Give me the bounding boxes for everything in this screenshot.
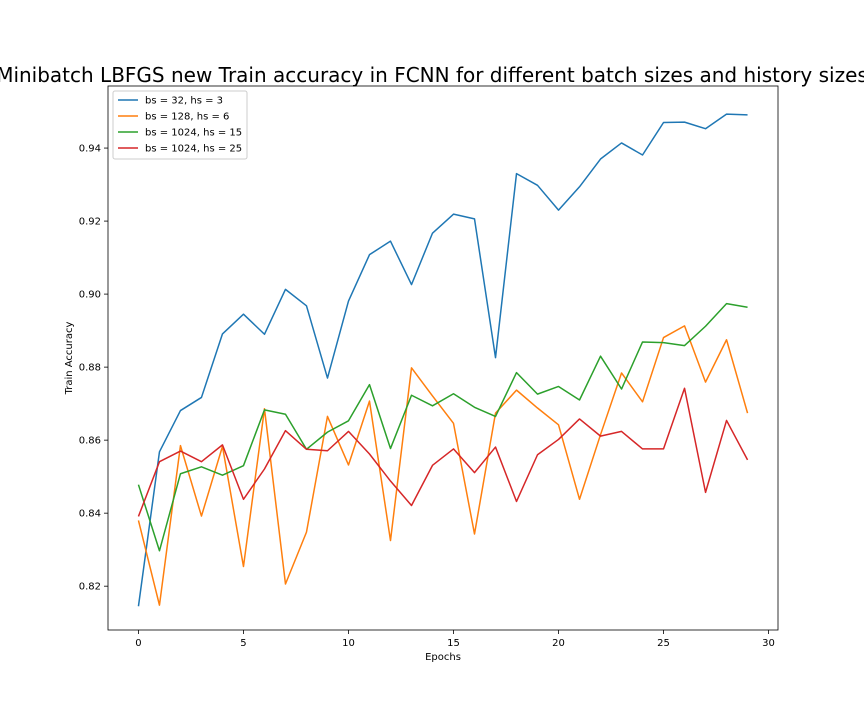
series-line-1: [137, 113, 748, 607]
legend-entry: bs = 1024, hs = 15: [145, 128, 242, 139]
y-axis-label: Train Accuracy: [64, 322, 75, 396]
x-tick-label: 20: [552, 638, 565, 649]
legend-entry: bs = 1024, hs = 25: [145, 144, 242, 155]
legend: bs = 32, hs = 3 bs = 128, hs = 6 bs = 1024…: [112, 90, 248, 160]
series-line-2: [137, 325, 749, 606]
y-tick-label: 0.92: [79, 217, 101, 228]
y-tick-label: 0.88: [79, 363, 101, 374]
x-tick-label: 10: [342, 638, 355, 649]
series-line-3: [137, 302, 748, 552]
series-group: [137, 113, 749, 607]
y-tick-label: 0.84: [79, 509, 101, 520]
x-axis-label: Epochs: [425, 652, 461, 663]
x-tick-label: 0: [135, 638, 141, 649]
plot-frame: [107, 85, 779, 631]
plot-area: [107, 85, 779, 631]
y-tick-label: 0.86: [79, 436, 101, 447]
y-tick-label: 0.82: [79, 582, 101, 593]
y-axis: 0.82 0.84 0.86 0.88 0.90 0.92 0.94: [79, 144, 108, 593]
y-tick-label: 0.90: [79, 290, 101, 301]
y-tick-label: 0.94: [79, 144, 101, 155]
x-tick-label: 30: [762, 638, 775, 649]
legend-entry: bs = 128, hs = 6: [145, 112, 229, 123]
x-tick-label: 25: [657, 638, 670, 649]
x-axis: 0 5 10 15 20 25 30: [135, 630, 775, 649]
x-tick-label: 5: [240, 638, 246, 649]
legend-box: [112, 90, 248, 160]
legend-entry: bs = 32, hs = 3: [145, 96, 223, 107]
x-tick-label: 15: [447, 638, 460, 649]
series-line-4: [137, 387, 749, 517]
chart-title: Minibatch LBFGS new Train accuracy in FC…: [0, 63, 864, 87]
